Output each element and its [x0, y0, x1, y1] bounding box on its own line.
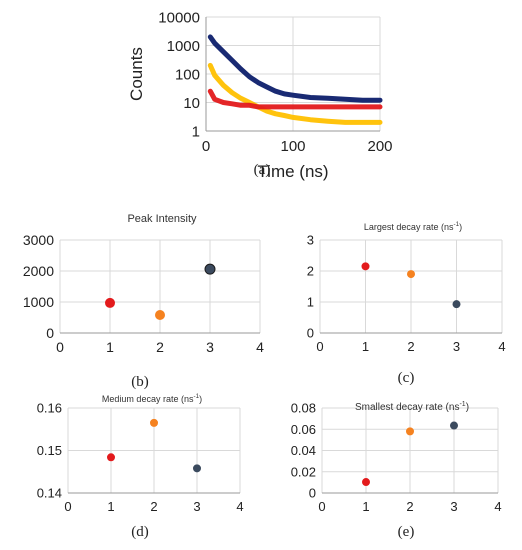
data-point	[452, 300, 461, 309]
chart-c: 0 1 2 3 0 1 2 3 4 Largest decay rate (ns-1) (c)	[307, 221, 506, 386]
x-tick-label: 2	[406, 499, 413, 514]
panel-caption: (c)	[398, 370, 415, 386]
y-tick-label: 0	[307, 326, 314, 341]
chart-title-close: )	[466, 402, 469, 413]
chart-title: Peak Intensity	[127, 213, 197, 225]
x-tick-label: 3	[450, 499, 457, 514]
panel-caption: (e)	[398, 524, 415, 540]
chart-title-text: Smallest decay rate (ns	[355, 402, 460, 413]
x-axis-label: Time (ns)	[257, 162, 328, 181]
data-point	[362, 478, 370, 487]
x-tick-label: 1	[362, 339, 369, 354]
x-tick-label: 4	[236, 499, 243, 514]
y-tick-label: 1000	[167, 38, 200, 55]
y-tick-label: 1	[192, 123, 200, 140]
chart-d: 0.14 0.15 0.16 0 1 2 3 4 Medium decay rate (ns-1…	[37, 393, 244, 540]
data-point	[150, 418, 158, 427]
x-tick-label: 1	[362, 499, 369, 514]
y-tick-label: 0.06	[291, 422, 316, 437]
chart-title-text: Largest decay rate (ns	[364, 222, 454, 232]
y-tick-label: 2000	[23, 263, 54, 279]
x-tick-label: 200	[367, 138, 392, 155]
y-tick-label: 3	[307, 233, 314, 248]
panel-caption: (d)	[131, 524, 149, 540]
x-tick-label: 0	[56, 339, 64, 355]
chart-a: 1 10 100 1000 10000 0 100 200 Time (ns) Counts (a)	[127, 9, 393, 181]
x-tick-label: 0	[318, 499, 325, 514]
x-tick-label: 3	[193, 499, 200, 514]
chart-title-superscript: -1	[453, 221, 459, 228]
chart-title-close: )	[459, 222, 462, 232]
y-tick-label: 0.08	[291, 401, 316, 416]
y-tick-label: 0.02	[291, 464, 316, 479]
data-point	[107, 453, 115, 462]
chart-e: 0 0.02 0.04 0.06 0.08 0 1 2 3 4 Smallest decay rat…	[291, 401, 502, 540]
series-line-1	[207, 62, 383, 125]
chart-title: Largest decay rate (ns-1)	[364, 221, 462, 232]
chart-title: Smallest decay rate (ns-1)	[355, 401, 469, 413]
x-tick-label: 1	[106, 339, 114, 355]
x-tick-label: 2	[156, 339, 164, 355]
series-line-0	[207, 34, 383, 103]
y-tick-label: 0.14	[37, 486, 62, 501]
panel-caption: (b)	[131, 374, 149, 390]
y-tick-label: 2	[307, 264, 314, 279]
chart-title-superscript: -1	[193, 393, 199, 400]
chart-title-text: Peak Intensity	[127, 213, 197, 225]
y-axis-label: Counts	[127, 47, 146, 101]
chart-title-text: Medium decay rate (ns	[102, 394, 194, 404]
y-tick-label: 0.16	[37, 401, 62, 416]
panel-caption: (a)	[254, 162, 271, 178]
y-tick-label: 100	[175, 66, 200, 83]
data-point	[406, 427, 414, 436]
x-tick-label: 100	[280, 138, 305, 155]
y-tick-label: 0	[309, 486, 316, 501]
chart-title-close: )	[199, 394, 202, 404]
data-point	[407, 270, 415, 279]
x-tick-label: 4	[494, 499, 501, 514]
chart-title: Medium decay rate (ns-1)	[102, 393, 202, 404]
data-point	[155, 310, 165, 321]
y-tick-label: 0.04	[291, 443, 316, 458]
x-tick-label: 4	[498, 339, 505, 354]
y-tick-label: 0.15	[37, 443, 62, 458]
data-point	[193, 464, 201, 473]
data-point	[204, 263, 216, 275]
chart-title-superscript: -1	[459, 401, 465, 408]
data-point	[361, 262, 370, 271]
series-line-2	[207, 88, 383, 110]
x-tick-label: 3	[206, 339, 214, 355]
data-point	[105, 297, 115, 308]
y-tick-label: 1000	[23, 294, 54, 310]
x-tick-label: 4	[256, 339, 264, 355]
x-tick-label: 2	[150, 499, 157, 514]
y-tick-label: 1	[307, 295, 314, 310]
y-tick-label: 0	[46, 325, 54, 341]
data-point	[450, 421, 458, 430]
x-tick-label: 2	[407, 339, 414, 354]
y-tick-label: 3000	[23, 232, 54, 248]
x-tick-label: 1	[107, 499, 114, 514]
chart-b: 0 1000 2000 3000 0 1 2 3 4 Peak Intensity (b)	[23, 213, 264, 390]
x-tick-label: 0	[316, 339, 323, 354]
x-tick-label: 0	[64, 499, 71, 514]
y-tick-label: 10000	[158, 9, 200, 26]
y-tick-label: 10	[183, 95, 200, 112]
x-tick-label: 3	[453, 339, 460, 354]
x-tick-label: 0	[202, 138, 210, 155]
